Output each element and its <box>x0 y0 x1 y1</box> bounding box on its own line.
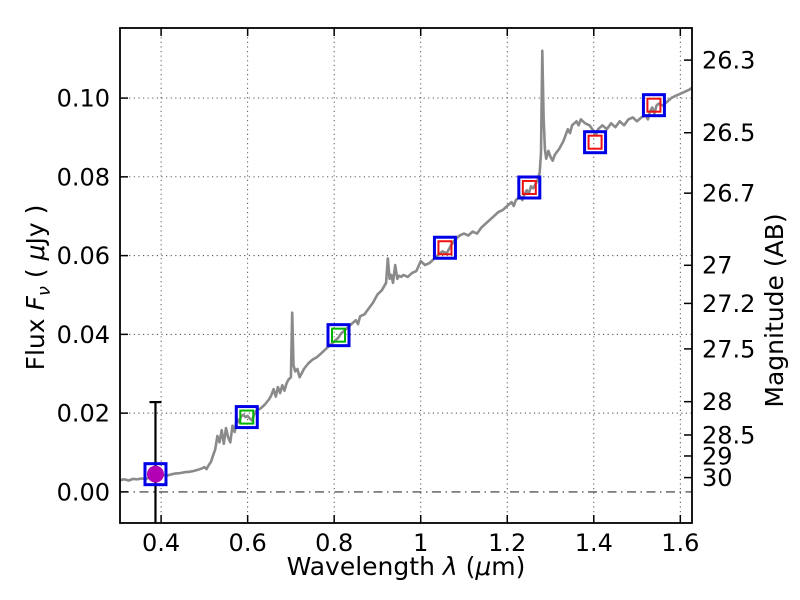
axes-spines <box>119 27 693 524</box>
x-tick-label-1.6: 1.6 <box>661 529 699 557</box>
photometry-point-0.387um-circle-marker <box>146 465 164 483</box>
x-tick-label-0.4: 0.4 <box>142 529 180 557</box>
y-right-tick-label-29: 29 <box>702 442 733 470</box>
x-tick-label-0.6: 0.6 <box>229 529 267 557</box>
y-left-tick-label-0.02: 0.02 <box>57 400 110 428</box>
y-right-tick-label-27.2: 27.2 <box>702 290 755 318</box>
photometry-point-1.056um-inner-square-marker <box>437 240 453 256</box>
photometry-point-0.81um-outer-square-marker <box>326 323 351 348</box>
spectrum-curve <box>120 49 692 482</box>
x-tick-label-1.2: 1.2 <box>488 529 526 557</box>
y-left-tick-label-0.04: 0.04 <box>57 321 110 349</box>
photometry-point-1.403um-outer-square-marker <box>583 130 608 155</box>
y-left-tick-label-0.10: 0.10 <box>57 84 110 112</box>
y-left-tick-label-0.00: 0.00 <box>57 478 110 506</box>
y-right-tick-label-27: 27 <box>702 252 733 280</box>
photometry-point-1.251um-inner-square-marker <box>521 179 537 195</box>
y-right-tick-label-28.5: 28.5 <box>702 421 755 449</box>
y-right-tick-label-30: 30 <box>702 464 733 492</box>
photometry-point-0.598um-inner-square-marker <box>239 409 255 425</box>
y-axis-left-label: Flux Fν ( μJy ) <box>21 205 55 371</box>
photometry-point-0.81um-inner-square-marker <box>331 327 347 343</box>
x-tick-label-1: 1 <box>413 529 428 557</box>
y-right-tick-label-27.5: 27.5 <box>702 335 755 363</box>
photometry-point-1.403um-inner-square-marker <box>587 134 603 150</box>
y-right-tick-label-26.5: 26.5 <box>702 119 755 147</box>
x-axis-label: Wavelength λ (μm) <box>287 552 526 581</box>
y-axis-right-label: Magnitude (AB) <box>760 213 789 407</box>
photometry-point-1.539um-outer-square-marker <box>641 93 666 118</box>
y-right-tick-label-26.7: 26.7 <box>702 180 755 208</box>
photometry-point-0.387um-outer-square-marker <box>143 462 168 487</box>
x-tick-label-0.8: 0.8 <box>315 529 353 557</box>
y-left-tick-label-0.08: 0.08 <box>57 163 110 191</box>
photometry-point-1.251um-outer-square-marker <box>517 175 542 200</box>
photometry-point-1.056um-outer-square-marker <box>432 235 457 260</box>
y-right-tick-label-26.3: 26.3 <box>702 47 755 75</box>
photometry-point-1.539um-inner-square-marker <box>646 97 662 113</box>
photometry-point-0.598um-outer-square-marker <box>234 405 259 430</box>
y-left-tick-label-0.06: 0.06 <box>57 242 110 270</box>
y-right-tick-label-28: 28 <box>702 388 733 416</box>
x-tick-label-1.4: 1.4 <box>575 529 613 557</box>
